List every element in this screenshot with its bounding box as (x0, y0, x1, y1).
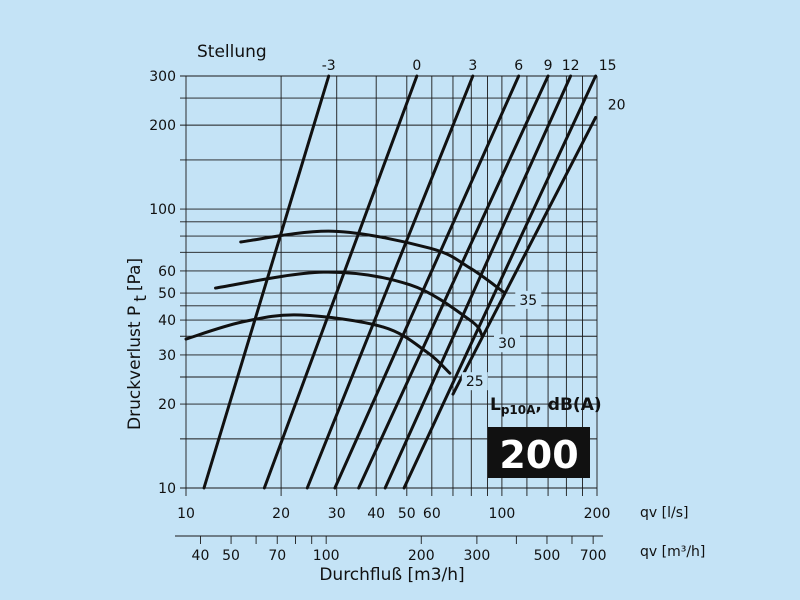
x-axis-label: qv [l/s] (640, 505, 688, 521)
sound-label-30: 30 (498, 336, 516, 352)
x-tick-label: 60 (423, 506, 441, 522)
position-label-15: 15 (599, 58, 617, 74)
x-axis-title: Durchfluß [m3/h] (319, 565, 464, 585)
sound-curve-35 (239, 229, 505, 294)
position-title: Stellung (197, 42, 267, 62)
position-line-9 (357, 74, 550, 490)
y-axis-title-sub: t (131, 295, 151, 302)
position-label-3: 3 (468, 58, 477, 74)
sound-legend-rest: , dB(A) (535, 395, 601, 415)
position-label-6: 6 (514, 58, 523, 74)
position-line-0 (262, 74, 419, 490)
position-line-15 (402, 74, 598, 490)
x2-tick-label: 700 (580, 548, 607, 564)
y-tick-label: 20 (158, 397, 176, 413)
y-tick-label: 200 (149, 118, 176, 134)
position-line-20 (451, 115, 598, 396)
y-axis-title-unit: [Pa] (125, 258, 145, 291)
position-lines (202, 74, 598, 490)
sound-curve-30 (214, 270, 484, 337)
position-label--3: -3 (322, 58, 336, 74)
sound-label-bg (461, 372, 488, 391)
size-badge-bg (488, 427, 590, 478)
x-tick-label: 100 (489, 506, 516, 522)
x-tick-label: 30 (328, 506, 346, 522)
y-tick-label: 40 (158, 313, 176, 329)
x2-axis-label: qv [m³/h] (640, 544, 705, 560)
sound-curves (184, 229, 505, 375)
sound-label-35: 35 (519, 293, 537, 309)
sound-legend-title: Lp10A, dB(A) (490, 395, 602, 417)
x2-tick-label: 70 (268, 548, 286, 564)
x2-tick-label: 200 (408, 548, 435, 564)
x2-tick-label: 50 (222, 548, 240, 564)
position-label-12: 12 (562, 58, 580, 74)
sound-curve-25 (184, 313, 452, 375)
x2-tick-label: 300 (464, 548, 491, 564)
y-tick-label: 30 (158, 348, 176, 364)
sound-label-bg (494, 334, 521, 353)
sound-legend-sub: p10A (501, 403, 536, 417)
position-label-0: 0 (412, 58, 421, 74)
x-tick-label: 10 (177, 506, 195, 522)
size-badge: 200 (499, 433, 578, 477)
x-tick-label: 20 (272, 506, 290, 522)
position-label-9: 9 (544, 58, 553, 74)
y-tick-label: 10 (158, 481, 176, 497)
sound-label-25: 25 (466, 374, 484, 390)
x2-tick-label: 500 (534, 548, 561, 564)
sound-label-bg (515, 290, 542, 309)
sound-legend-main: L (490, 395, 501, 415)
position-line-12 (383, 74, 573, 490)
x-tick-label: 50 (398, 506, 416, 522)
x2-tick-label: 40 (192, 548, 210, 564)
x-tick-label: 200 (584, 506, 611, 522)
x-tick-label: 40 (367, 506, 385, 522)
y-tick-label: 50 (158, 286, 176, 302)
position-label-20: 20 (608, 97, 626, 113)
y-axis-title: Druckverlust P t [Pa] (125, 258, 151, 430)
position-line-6 (333, 74, 521, 490)
position-line-3 (305, 74, 475, 490)
y-tick-label: 100 (149, 202, 176, 218)
position-line--3 (202, 74, 331, 490)
x2-tick-label: 100 (313, 548, 340, 564)
svg-text:Druckverlust Pt[Pa]: Druckverlust P t [Pa] (125, 258, 151, 430)
y-tick-label: 60 (158, 264, 176, 280)
y-axis-title-main: Druckverlust P (125, 306, 145, 430)
y-tick-label: 300 (149, 69, 176, 85)
